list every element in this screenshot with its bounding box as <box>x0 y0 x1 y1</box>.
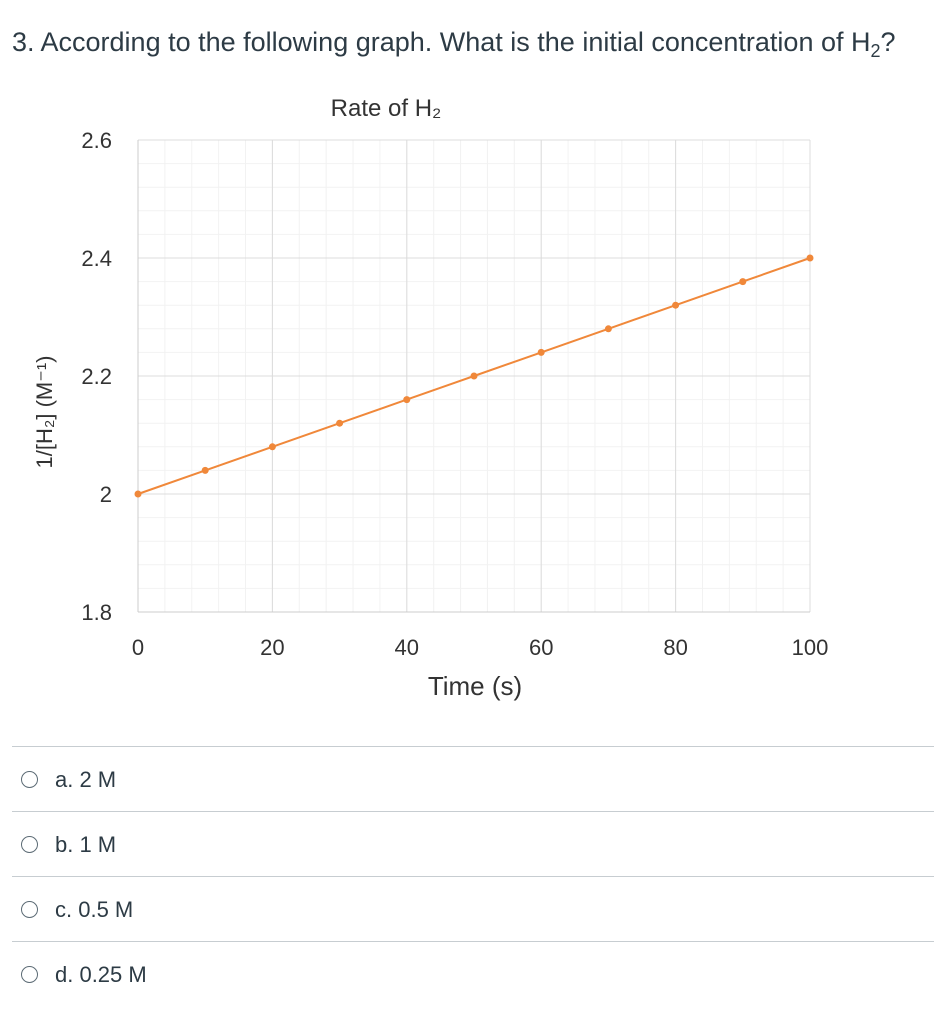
question-subscript: 2 <box>870 41 881 61</box>
y-axis-label: 1/[H₂] (M⁻¹) <box>32 355 57 468</box>
y-tick-label: 1.8 <box>81 600 112 625</box>
y-tick-label: 2.6 <box>81 128 112 153</box>
answer-list: a. 2 M b. 1 M c. 0.5 M d. 0.25 M <box>12 746 934 1006</box>
series-layer <box>134 254 814 498</box>
data-point <box>739 278 747 286</box>
data-point <box>604 325 612 333</box>
answer-label[interactable]: b. 1 M <box>55 832 117 857</box>
answer-label[interactable]: c. 0.5 M <box>55 897 134 922</box>
y-tick-label: 2.2 <box>81 364 112 389</box>
answer-option[interactable]: c. 0.5 M <box>12 876 934 941</box>
y-tick-label: 2.4 <box>81 246 112 271</box>
answer-label[interactable]: d. 0.25 M <box>55 962 147 987</box>
data-point <box>537 348 545 356</box>
tick-labels: 0 20 40 60 80 100 1.8 2 2.2 2.4 2.6 <box>81 128 828 660</box>
radio-button[interactable] <box>21 966 38 983</box>
answer-option[interactable]: b. 1 M <box>12 811 934 876</box>
question-text: 3. According to the following graph. Wha… <box>12 26 896 61</box>
answer-option[interactable]: d. 0.25 M <box>12 941 934 1006</box>
data-point <box>672 301 680 309</box>
x-tick-label: 40 <box>395 635 419 660</box>
radio-button[interactable] <box>21 836 38 853</box>
x-axis-label: Time (s) <box>428 671 522 701</box>
y-tick-label: 2 <box>100 482 112 507</box>
x-tick-label: 80 <box>663 635 687 660</box>
chart-axes <box>137 140 810 613</box>
x-tick-label: 0 <box>132 635 144 660</box>
x-tick-label: 60 <box>529 635 553 660</box>
answer-option[interactable]: a. 2 M <box>12 746 934 811</box>
radio-button[interactable] <box>21 901 38 918</box>
data-point <box>403 396 411 404</box>
x-tick-label: 100 <box>792 635 829 660</box>
data-point <box>806 254 814 262</box>
data-point <box>201 466 209 474</box>
question-prefix: 3. According to the following graph. Wha… <box>12 27 871 57</box>
line-chart: Rate of H₂ Time (s) 1/[H₂] (M⁻¹) 0 20 40 60… <box>32 95 828 701</box>
question-suffix: ? <box>880 27 896 57</box>
answer-label[interactable]: a. 2 M <box>55 767 117 792</box>
data-point <box>268 443 276 451</box>
data-point <box>336 419 344 427</box>
chart-title: Rate of H₂ <box>331 95 442 122</box>
chart-grid <box>137 139 811 613</box>
radio-button[interactable] <box>21 771 38 788</box>
x-tick-label: 20 <box>260 635 284 660</box>
data-point <box>470 372 478 380</box>
data-point <box>134 490 142 498</box>
